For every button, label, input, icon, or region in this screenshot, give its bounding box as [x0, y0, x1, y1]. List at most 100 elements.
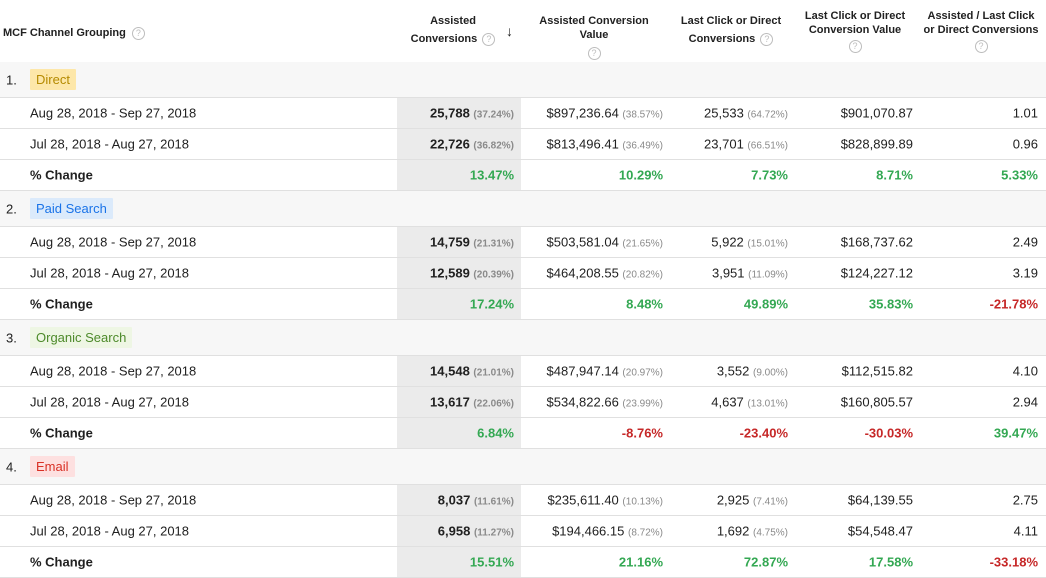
percent-change-ac-cell-value: 13.47%: [469, 167, 514, 183]
last-click-conversion-value-cell: $168,737.62: [841, 235, 913, 250]
date-range-label: Jul 28, 2018 - Aug 27, 2018: [30, 136, 190, 152]
assisted-conversion-value-cell-value: $503,581.04: [546, 234, 619, 250]
assisted-conversion-value-cell-value: $487,947.14: [546, 363, 619, 379]
percent-change-row: % Change 13.47% 10.29% 7.73% 8.71% 5.33%: [0, 160, 1046, 191]
assisted-conversions-cell: 22,726 (36.82%): [430, 137, 514, 152]
assisted-conversions-cell-percent: (37.24%): [473, 109, 514, 121]
percent-change-acv-cell: 10.29%: [619, 168, 663, 183]
channel-label[interactable]: Paid Search: [30, 198, 113, 219]
last-click-conversions-cell: 3,552 (9.00%): [717, 364, 788, 379]
last-click-conversion-value-cell-value: $901,070.87: [840, 105, 913, 121]
help-icon[interactable]: ?: [974, 39, 988, 53]
last-click-conversion-value-header[interactable]: Last Click or Direct Conversion Value ?: [800, 9, 910, 53]
percent-change-lc-cell-value: 49.89%: [743, 296, 788, 312]
date-range-label: Aug 28, 2018 - Sep 27, 2018: [30, 105, 197, 121]
ratio-cell-value: 2.75: [1012, 492, 1038, 508]
last-click-conversions-header[interactable]: Last Click or Direct Conversions ?: [676, 14, 786, 46]
percent-change-lc-cell-value: 72.87%: [743, 554, 788, 570]
last-click-conversion-value-cell: $124,227.12: [841, 266, 913, 281]
percent-change-row: % Change 17.24% 8.48% 49.89% 35.83% -21.78%: [0, 289, 1046, 320]
percent-change-ratio-cell-value: -21.78%: [989, 296, 1038, 312]
help-icon[interactable]: ?: [482, 32, 496, 46]
header-label: Conversions: [410, 33, 478, 45]
row-index: 2.: [6, 201, 17, 216]
assisted-conversions-cell: 12,589 (20.39%): [430, 266, 514, 281]
ratio-cell-value: 2.49: [1012, 234, 1038, 250]
ratio-cell: 2.49: [1013, 235, 1038, 250]
ratio-cell-value: 4.10: [1012, 363, 1038, 379]
assisted-conversion-value-cell-value: $194,466.15: [552, 523, 625, 539]
assisted-conversion-value-cell-percent: (21.65%): [622, 238, 663, 250]
assisted-conversion-value-cell-value: $813,496.41: [546, 136, 619, 152]
assisted-last-click-ratio-header[interactable]: Assisted / Last Click or Direct Conversi…: [922, 9, 1040, 53]
ratio-cell-value: 1.01: [1012, 105, 1038, 121]
help-icon[interactable]: ?: [131, 26, 145, 40]
percent-change-ratio-cell: 39.47%: [994, 426, 1038, 441]
percent-change-acv-cell-value: 10.29%: [618, 167, 663, 183]
percent-change-ac-cell: 17.24%: [470, 297, 514, 312]
last-click-conversions-cell-value: 5,922: [711, 234, 744, 250]
assisted-conversions-cell-value: 22,726: [430, 136, 470, 152]
ratio-cell-value: 0.96: [1012, 136, 1038, 152]
percent-change-ratio-cell: 5.33%: [1001, 168, 1038, 183]
percent-change-ratio-cell: -33.18%: [990, 555, 1038, 570]
percent-change-ratio-cell-value: 5.33%: [1001, 167, 1038, 183]
assisted-conversions-cell-value: 12,589: [430, 265, 470, 281]
assisted-conversion-value-cell-value: $897,236.64: [546, 105, 619, 121]
assisted-conversion-value-cell-value: $534,822.66: [546, 394, 619, 410]
header-label: Assisted Conversion Value: [539, 15, 649, 41]
percent-change-ac-cell: 15.51%: [470, 555, 514, 570]
last-click-conversions-cell-percent: (11.09%): [748, 269, 788, 281]
assisted-conversion-value-cell: $503,581.04 (21.65%): [547, 235, 664, 250]
header-label: Conversions: [688, 33, 756, 45]
assisted-conversion-value-cell: $235,611.40 (10.13%): [547, 493, 663, 508]
sort-descending-arrow-icon[interactable]: ↓: [506, 23, 513, 39]
percent-change-ratio-cell: -21.78%: [990, 297, 1038, 312]
last-click-conversions-cell-percent: (9.00%): [752, 367, 788, 379]
date-range-label: Jul 28, 2018 - Aug 27, 2018: [30, 523, 190, 539]
last-click-conversions-cell-value: 1,692: [716, 523, 750, 539]
header-label: Assisted / Last Click: [927, 10, 1035, 22]
assisted-conversions-header[interactable]: Assisted Conversions ?: [398, 14, 508, 46]
channel-group-row[interactable]: 1. Direct: [0, 62, 1046, 98]
last-click-conversions-cell-percent: (13.01%): [747, 398, 788, 410]
help-icon[interactable]: ?: [848, 39, 862, 53]
last-click-conversion-value-cell-value: $64,139.55: [847, 492, 913, 508]
ratio-cell-value: 4.11: [1013, 523, 1038, 539]
percent-change-lc-cell-value: 7.73%: [751, 167, 788, 183]
ratio-cell-value: 2.94: [1012, 394, 1038, 410]
last-click-conversion-value-cell-value: $54,548.47: [847, 523, 913, 539]
table-row: Jul 28, 2018 - Aug 27, 2018 22,726 (36.82…: [0, 129, 1046, 160]
last-click-conversions-cell: 25,533 (64.72%): [704, 106, 788, 121]
channel-group-row[interactable]: 2. Paid Search: [0, 191, 1046, 227]
percent-change-ac-cell-value: 6.84%: [477, 425, 514, 441]
channel-label[interactable]: Direct: [30, 69, 76, 90]
assisted-conversions-cell-percent: (11.27%): [473, 527, 514, 539]
table-row: Aug 28, 2018 - Sep 27, 2018 25,788 (37.24…: [0, 98, 1046, 129]
channel-group-row[interactable]: 4. Email: [0, 449, 1046, 485]
percent-change-lcv-cell-value: -30.03%: [864, 425, 913, 441]
percent-change-acv-cell: 8.48%: [626, 297, 663, 312]
assisted-conversions-cell-value: 25,788: [430, 105, 470, 121]
percent-change-label: % Change: [30, 554, 93, 570]
assisted-conversion-value-cell-value: $235,611.40: [547, 492, 619, 508]
channel-label[interactable]: Email: [30, 456, 75, 477]
ratio-cell: 4.10: [1013, 364, 1038, 379]
percent-change-acv-cell: -8.76%: [622, 426, 663, 441]
last-click-conversions-cell-value: 4,637: [711, 394, 744, 410]
assisted-conversion-value-header[interactable]: Assisted Conversion Value ?: [524, 14, 664, 60]
date-range-label: Aug 28, 2018 - Sep 27, 2018: [30, 492, 197, 508]
last-click-conversions-cell-percent: (15.01%): [747, 238, 788, 250]
assisted-conversions-cell-percent: (36.82%): [473, 140, 514, 152]
assisted-conversions-cell: 14,548 (21.01%): [430, 364, 514, 379]
help-icon[interactable]: ?: [760, 32, 774, 46]
last-click-conversions-cell-value: 3,951: [711, 265, 745, 281]
channel-group-row[interactable]: 3. Organic Search: [0, 320, 1046, 356]
help-icon[interactable]: ?: [587, 46, 601, 60]
percent-change-lcv-cell-value: 8.71%: [876, 167, 913, 183]
assisted-conversion-value-cell-percent: (10.13%): [622, 496, 663, 508]
channel-label[interactable]: Organic Search: [30, 327, 133, 348]
last-click-conversions-cell-value: 3,552: [716, 363, 750, 379]
last-click-conversions-cell-value: 23,701: [704, 136, 744, 152]
dimension-header[interactable]: MCF Channel Grouping ?: [3, 26, 145, 40]
